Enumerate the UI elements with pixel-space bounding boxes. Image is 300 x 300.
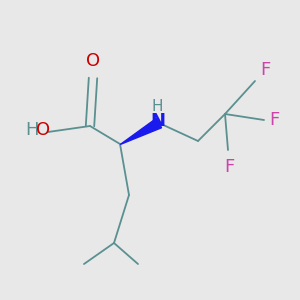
Text: H: H bbox=[152, 99, 163, 114]
Text: F: F bbox=[224, 158, 235, 175]
Text: F: F bbox=[260, 61, 271, 79]
Text: H: H bbox=[25, 122, 38, 140]
Text: F: F bbox=[269, 111, 280, 129]
Text: N: N bbox=[150, 112, 165, 130]
Text: O: O bbox=[36, 122, 51, 140]
Text: O: O bbox=[86, 52, 100, 70]
Polygon shape bbox=[120, 118, 162, 145]
